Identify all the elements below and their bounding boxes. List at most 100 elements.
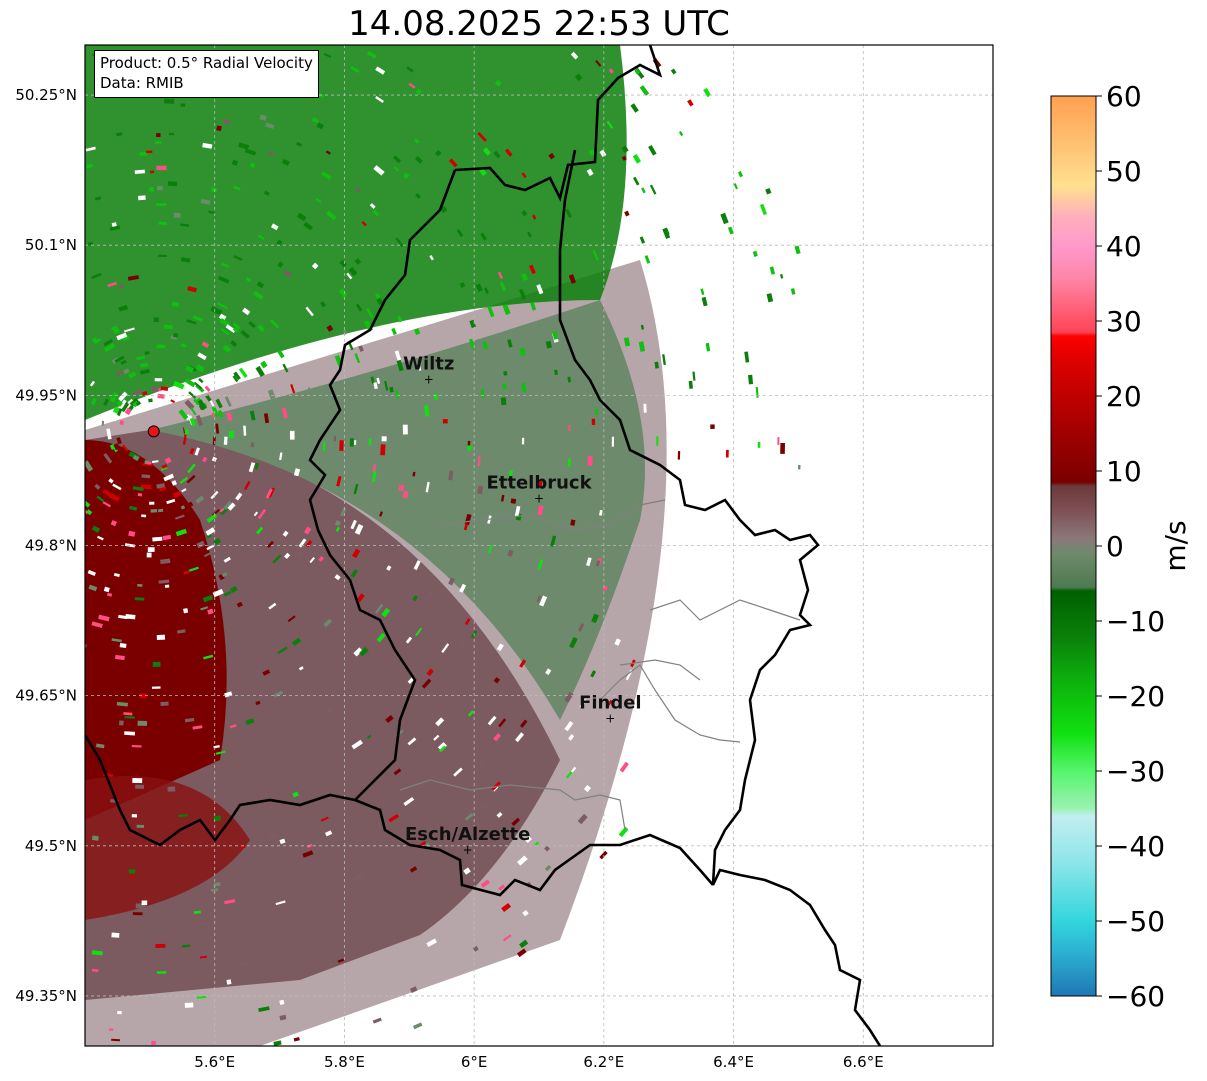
echo-bin [94,196,102,201]
echo-bin [125,614,136,620]
echo-bin [91,835,99,841]
echo-bin [155,943,166,948]
echo-bin [315,198,322,204]
echo-bin [291,637,302,646]
echo-bin [180,343,187,348]
echo-bin [720,212,729,225]
echo-bin [441,643,450,654]
echo-bin [295,551,302,558]
echo-bin [184,378,196,388]
city-marker: + [424,372,434,386]
echo-bin [356,593,365,603]
echo-bin [426,591,434,599]
echo-bin [110,520,117,527]
echo-bin [574,73,583,82]
echo-bin [121,335,130,342]
echo-bin [215,423,220,434]
echo-bin [253,290,264,300]
echo-bin [173,332,179,338]
echo-bin [222,344,232,353]
echo-bin [588,149,596,157]
echo-bin [199,955,208,959]
echo-bin [116,332,128,341]
echo-bin [180,103,186,107]
echo-bin [233,371,241,381]
echo-bin [448,577,456,586]
echo-bin [210,186,218,193]
echo-bin [226,412,233,422]
echo-bin [510,498,517,504]
echo-bin [97,535,104,541]
echo-bin [494,79,502,87]
echo-bin [322,442,326,452]
echo-bin [463,867,471,875]
echo-bin [131,814,138,818]
radar-velocity-field [85,45,819,1046]
echo-bin [213,881,221,887]
echo-bin [709,413,713,423]
echo-bin [539,595,548,607]
echo-bin [496,643,504,652]
echo-bin [619,761,629,773]
colorbar-tick-label: 60 [1106,80,1142,113]
echo-bin [391,327,397,336]
lat-tick-label: 49.35°N [15,987,77,1005]
echo-bin [137,583,143,587]
echo-bin [257,508,267,520]
lat-tick-label: 49.65°N [15,687,77,705]
echo-bin [96,495,105,503]
echo-bin [670,68,677,75]
echo-bin [117,507,127,514]
echo-bin [534,841,540,847]
echo-bin [591,418,596,426]
echo-bin [424,405,430,417]
echo-bin [595,59,602,67]
echo-bin [160,386,169,392]
echo-bin [456,229,464,238]
echo-bin [233,185,241,191]
echo-bin [502,934,512,942]
lat-tick-label: 49.8°N [25,537,77,555]
echo-bin [149,187,154,192]
echo-bin [477,455,481,467]
echo-bin [519,347,526,357]
echo-bin [156,634,166,641]
echo-bin [475,283,483,293]
echo-bin [748,374,754,385]
echo-bin [277,646,288,655]
echo-bin [86,163,94,169]
echo-bin [115,654,125,661]
echo-bin [640,324,645,330]
echo-bin [182,437,187,445]
echo-bin [305,306,314,317]
echo-bin [370,376,375,385]
echo-bin [491,781,501,791]
echo-bin [193,398,200,406]
echo-bin [521,272,528,281]
echo-bin [537,479,543,488]
echo-bin [349,66,360,73]
echo-bin [183,608,189,614]
echo-speckles [85,50,819,1046]
echo-bin [92,337,98,343]
echo-bin [586,168,594,177]
echo-bin [757,441,761,448]
echo-bin [705,342,711,352]
echo-bin [111,932,120,938]
echo-bin [221,572,228,578]
echo-bin [632,153,641,164]
echo-bin [311,117,319,124]
echo-bin [405,636,413,644]
echo-bin [245,277,252,283]
echo-bin [169,132,175,136]
echo-bin [254,462,260,470]
echo-bin [277,261,284,268]
echo-bin [611,436,615,447]
echo-bin [133,558,143,564]
echo-bin [117,649,126,654]
echo-bin [354,353,361,364]
echo-bin [388,813,400,823]
echo-bin [507,339,513,348]
echo-bin [198,404,205,411]
echo-bin [158,254,167,258]
